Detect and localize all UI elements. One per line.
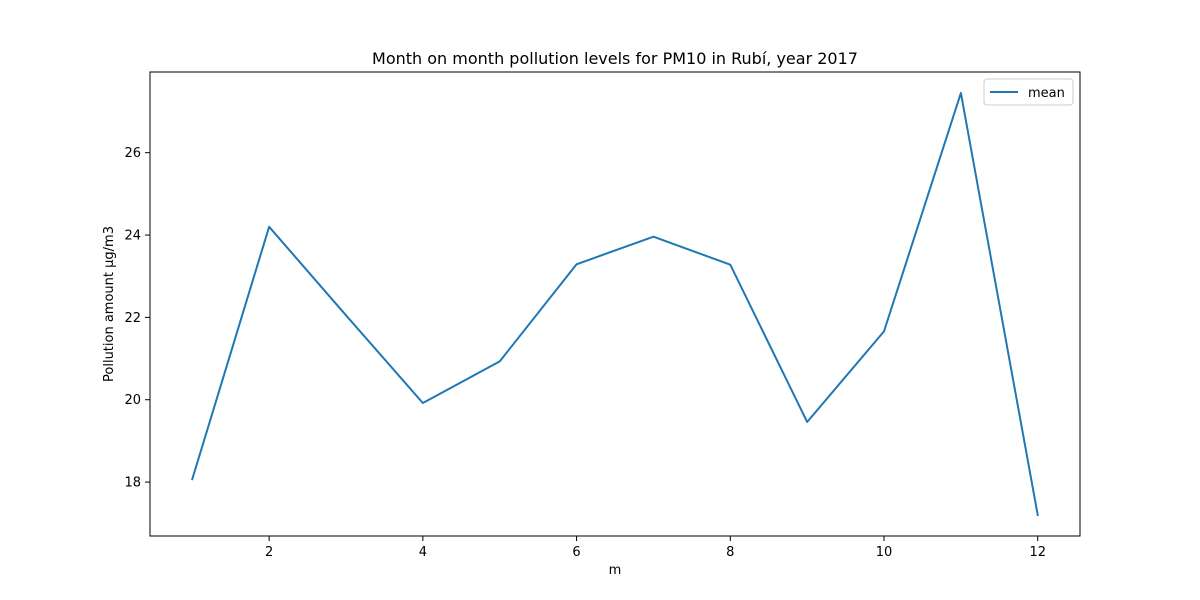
x-tick-label: 2 — [265, 545, 273, 560]
y-tick-label: 20 — [124, 393, 141, 408]
series-layer — [191, 92, 1039, 517]
x-tick-label: 12 — [1029, 545, 1046, 560]
x-tick-label: 6 — [572, 545, 580, 560]
x-tick-label: 10 — [876, 545, 893, 560]
x-axis-ticks: 2 4 6 8 10 12 — [265, 536, 1046, 560]
y-axis-label: Pollution amount µg/m3 — [102, 226, 117, 382]
y-tick-label: 26 — [124, 146, 141, 161]
legend: mean — [983, 78, 1074, 106]
plot-area-frame — [149, 71, 1081, 537]
x-tick-label: 8 — [726, 545, 734, 560]
x-axis-label: m — [609, 563, 622, 578]
y-tick-label: 22 — [124, 311, 141, 326]
legend-box — [983, 78, 1074, 106]
chart-title: Month on month pollution levels for PM10… — [372, 49, 858, 68]
y-tick-label: 18 — [124, 476, 141, 491]
y-axis-ticks: 18 20 22 24 26 — [124, 146, 150, 491]
y-tick-label: 24 — [124, 229, 141, 244]
x-tick-label: 4 — [419, 545, 427, 560]
legend-label-mean: mean — [1028, 86, 1065, 101]
series-line-mean — [191, 92, 1039, 517]
